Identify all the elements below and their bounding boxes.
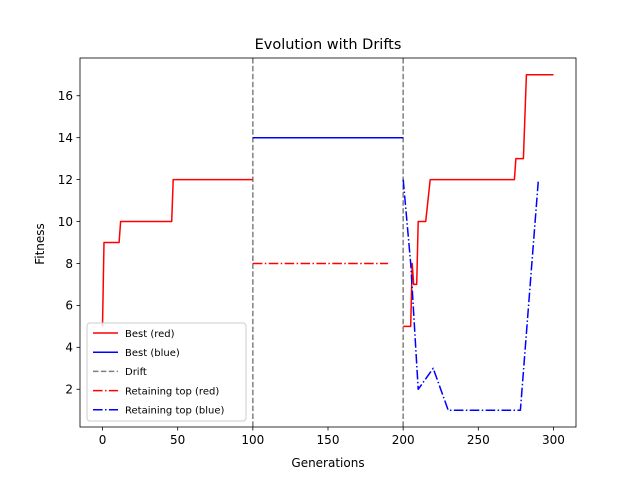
legend-label-2: Drift bbox=[125, 367, 147, 378]
legend-label-3: Retaining top (red) bbox=[125, 386, 219, 397]
y-tick-label: 6 bbox=[65, 299, 73, 313]
x-axis-label: Generations bbox=[291, 456, 364, 470]
legend-label-4: Retaining top (blue) bbox=[125, 406, 225, 417]
y-tick-label: 4 bbox=[65, 341, 73, 355]
legend-box bbox=[86, 322, 247, 422]
plot-area bbox=[79, 57, 577, 428]
legend: Best (red) Best (blue) Drift Retaining top … bbox=[86, 322, 247, 422]
series-line-4 bbox=[402, 179, 540, 411]
x-tick-label: 300 bbox=[542, 433, 565, 447]
y-tick-label: 12 bbox=[58, 173, 73, 187]
y-tick-label: 14 bbox=[58, 131, 73, 145]
y-axis-ticks: 2 4 6 8 10 12 14 16 bbox=[58, 89, 80, 397]
legend-label-0: Best (red) bbox=[125, 329, 175, 340]
x-tick-label: 50 bbox=[170, 433, 185, 447]
x-tick-label: 200 bbox=[392, 433, 415, 447]
series-line-0 bbox=[101, 74, 554, 328]
legend-label-1: Best (blue) bbox=[125, 348, 180, 359]
y-axis-label: Fitness bbox=[33, 223, 47, 265]
x-tick-label: 250 bbox=[467, 433, 490, 447]
y-tick-label: 2 bbox=[65, 383, 73, 397]
y-tick-label: 10 bbox=[58, 215, 73, 229]
chart-title: Evolution with Drifts bbox=[255, 37, 402, 53]
x-tick-label: 100 bbox=[241, 433, 264, 447]
x-tick-label: 150 bbox=[317, 433, 340, 447]
x-tick-label: 0 bbox=[99, 433, 107, 447]
x-axis-ticks: 0 50 100 150 200 250 300 bbox=[99, 427, 565, 447]
y-tick-label: 8 bbox=[65, 257, 73, 271]
y-tick-label: 16 bbox=[58, 89, 73, 103]
